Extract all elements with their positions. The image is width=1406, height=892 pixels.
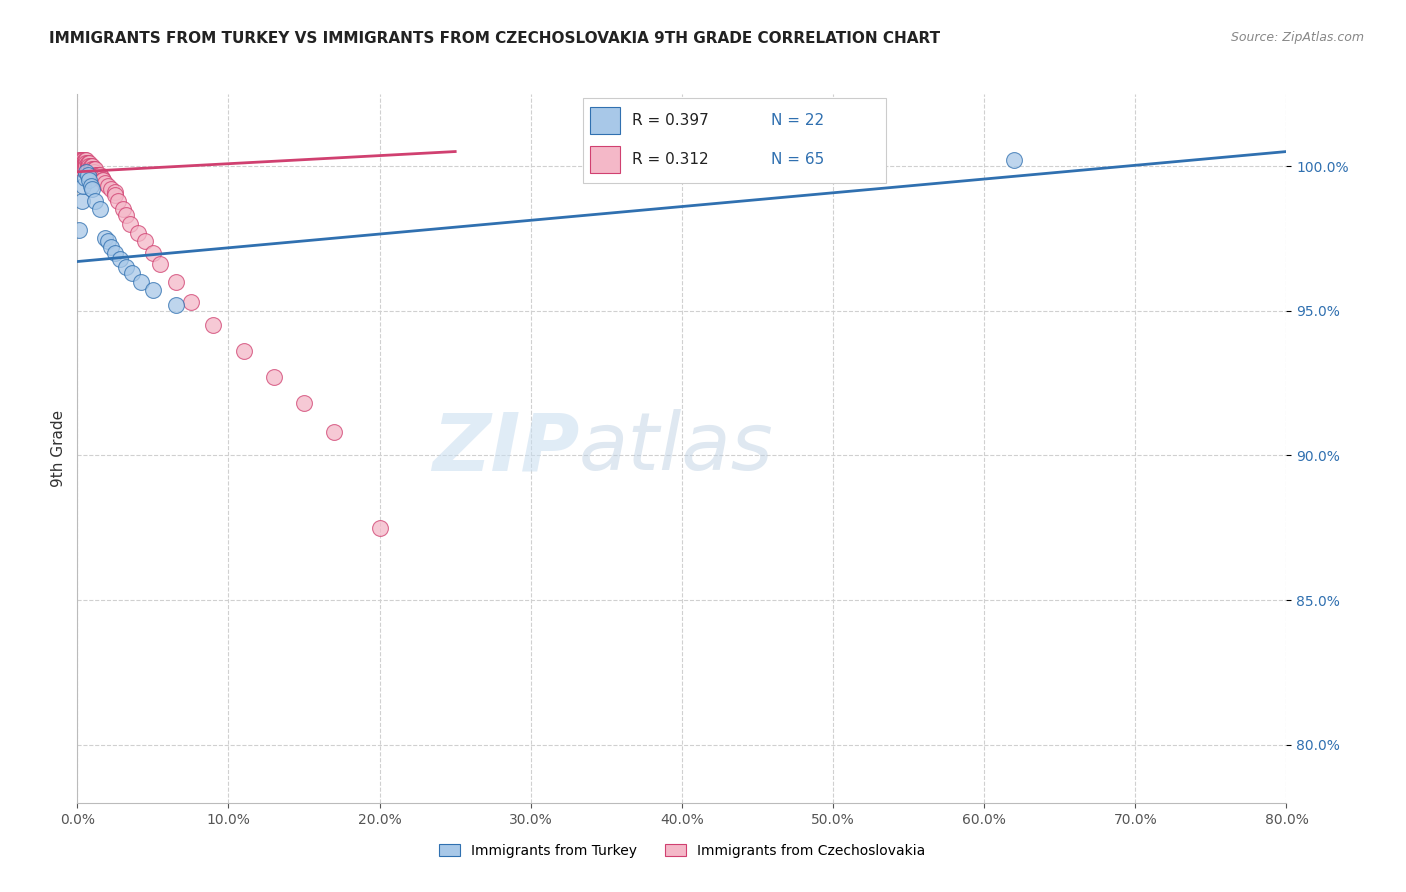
Point [93, 231, 115, 245]
Y-axis label: 9th Grade: 9th Grade [51, 409, 66, 487]
Text: Source: ZipAtlas.com: Source: ZipAtlas.com [1230, 31, 1364, 45]
Point [79, 156, 101, 170]
Point [89, 170, 111, 185]
Point [67, 223, 90, 237]
Point [96, 179, 118, 194]
Legend: Immigrants from Turkey, Immigrants from Czechoslovakia: Immigrants from Turkey, Immigrants from … [433, 838, 931, 863]
Point [89, 168, 111, 182]
Text: N = 65: N = 65 [770, 152, 824, 167]
Point [82, 161, 104, 176]
Point [120, 217, 142, 231]
Point [89, 202, 111, 217]
Point [108, 252, 131, 266]
Point [77, 159, 100, 173]
Point [368, 521, 391, 535]
Point [73, 161, 96, 176]
Text: atlas: atlas [579, 409, 773, 487]
Point [70, 159, 93, 173]
Point [142, 245, 165, 260]
Point [79, 159, 101, 173]
Point [70, 153, 93, 168]
Point [1004, 153, 1026, 168]
Point [70, 194, 93, 208]
Text: R = 0.397: R = 0.397 [631, 112, 709, 128]
Point [72, 159, 94, 173]
Point [73, 159, 96, 173]
Point [323, 425, 346, 440]
Point [84, 194, 107, 208]
Point [73, 156, 96, 170]
Point [80, 179, 103, 194]
Point [202, 318, 225, 333]
Point [90, 173, 112, 187]
Point [83, 161, 105, 176]
Point [100, 182, 122, 196]
Point [127, 226, 149, 240]
Point [149, 257, 172, 271]
Point [84, 161, 107, 176]
Point [165, 275, 187, 289]
Point [75, 165, 97, 179]
Point [104, 245, 127, 260]
Point [232, 344, 254, 359]
Text: N = 22: N = 22 [770, 112, 824, 128]
Point [114, 208, 136, 222]
Point [292, 396, 315, 410]
Point [75, 156, 97, 170]
Point [129, 275, 152, 289]
Point [180, 295, 202, 310]
Point [70, 161, 93, 176]
Point [80, 165, 103, 179]
Point [79, 173, 101, 187]
FancyBboxPatch shape [589, 107, 620, 134]
Point [107, 194, 129, 208]
Point [67, 156, 90, 170]
Point [67, 153, 90, 168]
Point [121, 266, 143, 280]
Point [87, 168, 110, 182]
Text: ZIP: ZIP [432, 409, 579, 487]
Text: R = 0.312: R = 0.312 [631, 152, 709, 167]
Point [104, 185, 127, 199]
Point [73, 170, 96, 185]
Point [77, 156, 100, 170]
Point [72, 153, 94, 168]
Point [93, 177, 115, 191]
Point [84, 168, 107, 182]
Point [67, 159, 90, 173]
Point [69, 159, 91, 173]
Point [70, 156, 93, 170]
Point [72, 156, 94, 170]
Point [96, 234, 118, 248]
Text: IMMIGRANTS FROM TURKEY VS IMMIGRANTS FROM CZECHOSLOVAKIA 9TH GRADE CORRELATION C: IMMIGRANTS FROM TURKEY VS IMMIGRANTS FRO… [49, 31, 941, 46]
Point [82, 159, 104, 173]
Point [142, 284, 165, 298]
Point [80, 159, 103, 173]
Point [91, 173, 114, 187]
Point [165, 298, 187, 312]
Point [82, 165, 104, 179]
Point [77, 165, 100, 179]
Point [72, 179, 94, 194]
Point [79, 161, 101, 176]
Point [111, 202, 134, 217]
Point [134, 234, 156, 248]
Point [69, 156, 91, 170]
FancyBboxPatch shape [589, 145, 620, 173]
Point [73, 153, 96, 168]
Point [77, 168, 100, 182]
Point [82, 182, 104, 196]
Point [100, 240, 122, 254]
Point [75, 153, 97, 168]
Point [86, 168, 108, 182]
Point [75, 159, 97, 173]
Point [114, 260, 136, 275]
Point [263, 370, 285, 384]
Point [69, 153, 91, 168]
Point [83, 165, 105, 179]
Point [104, 188, 127, 202]
Point [77, 161, 100, 176]
Point [90, 170, 112, 185]
Point [80, 161, 103, 176]
